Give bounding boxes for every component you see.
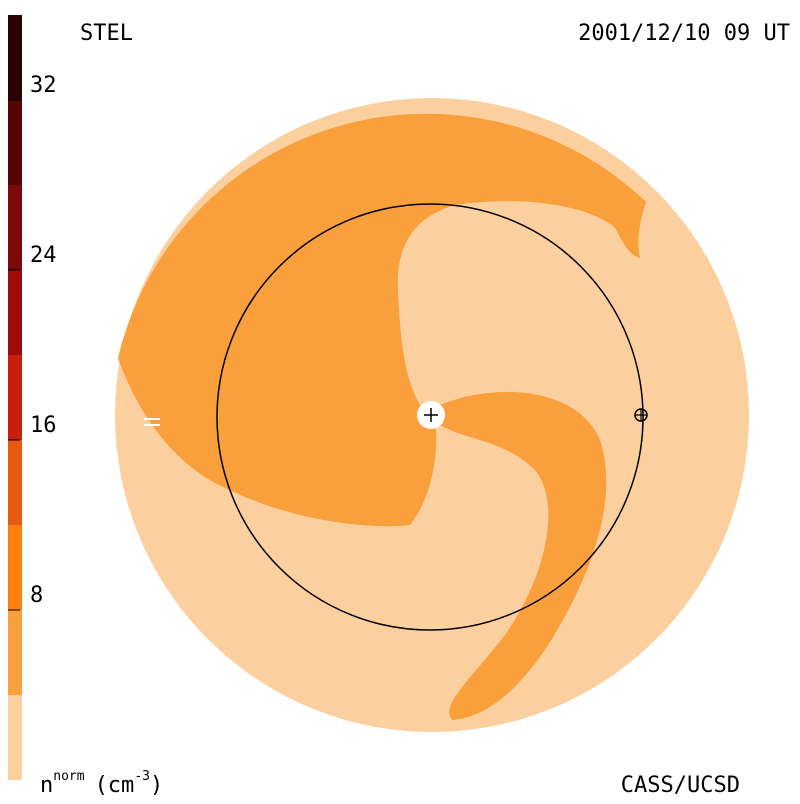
tick-label: 24 — [30, 243, 57, 268]
earth-orbit — [216, 203, 644, 631]
timestamp: 2001/12/10 09 UT — [578, 21, 790, 46]
earth-cross — [635, 409, 647, 421]
tick-label: 8 — [30, 583, 43, 608]
density-map — [115, 98, 749, 732]
colorbar-band — [8, 695, 22, 780]
edge-marker — [144, 418, 160, 426]
colorbar-band — [8, 610, 22, 695]
sun-marker — [424, 408, 438, 422]
colorbar: 8 16 24 32 — [8, 15, 57, 780]
colorbar-label: nnorm (cm-3) — [40, 769, 163, 799]
colorbar-band — [8, 355, 22, 440]
colorbar-band — [8, 15, 22, 100]
title: STEL — [80, 21, 133, 46]
dense-region — [118, 113, 646, 527]
dense-arm — [440, 391, 607, 720]
colorbar-band — [8, 185, 22, 270]
colorbar-band — [8, 525, 22, 610]
tick-label: 16 — [30, 413, 57, 438]
colorbar-band — [8, 440, 22, 525]
colorbar-band — [8, 100, 22, 185]
colorbar-band — [8, 270, 22, 355]
tick-label: 32 — [30, 73, 57, 98]
credit: CASS/UCSD — [621, 773, 740, 798]
